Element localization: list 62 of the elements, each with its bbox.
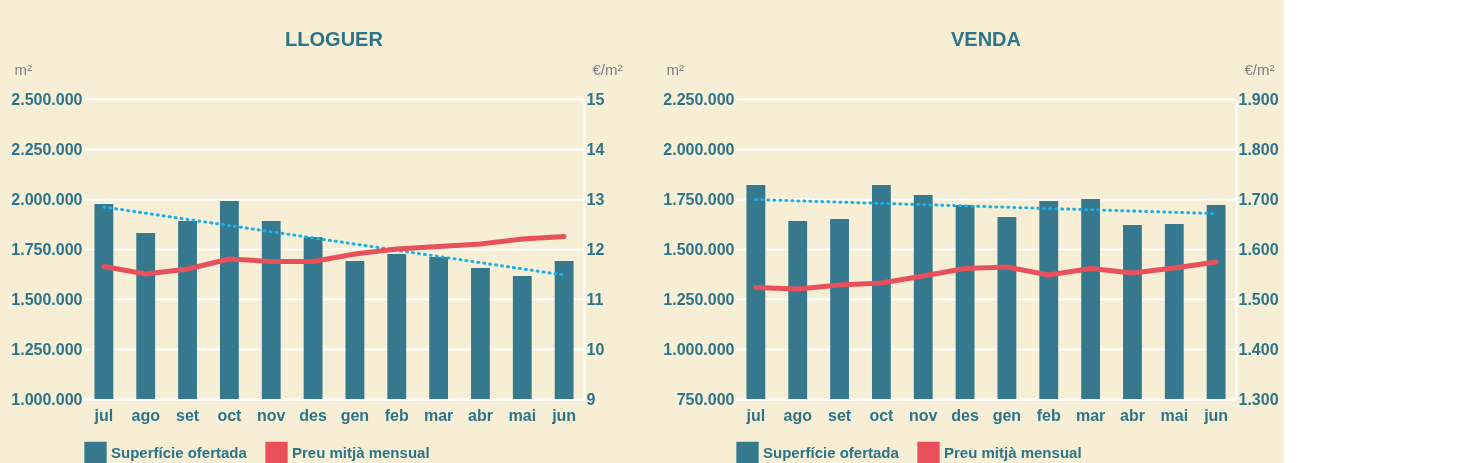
y2-tick-label: 14 — [586, 140, 605, 158]
y-tick-label: 1.250.000 — [663, 290, 735, 308]
y2-tick-label: 11 — [586, 290, 604, 308]
x-tick-label: abr — [467, 406, 493, 424]
chart-title: LLOGUER — [285, 28, 384, 50]
y2-tick-label: 15 — [586, 90, 605, 108]
x-tick-label: gen — [992, 406, 1022, 424]
y2-axis-title: €/m² — [1244, 60, 1275, 78]
y2-axis-title: €/m² — [592, 60, 623, 78]
x-tick-label: abr — [1119, 406, 1145, 424]
y-tick-label: 1.250.000 — [11, 340, 83, 358]
y-tick-label: 2.250.000 — [663, 90, 735, 108]
x-tick-label: ago — [131, 406, 161, 424]
x-tick-label: nov — [909, 406, 938, 424]
y2-tick-label: 1.900 — [1238, 90, 1279, 108]
y2-tick-label: 9 — [586, 390, 596, 408]
x-tick-label: des — [951, 406, 979, 424]
x-tick-label: mar — [423, 406, 454, 424]
y-tick-label: 1.500.000 — [663, 240, 735, 258]
y-tick-label: 1.500.000 — [11, 290, 83, 308]
x-tick-label: jul — [745, 406, 766, 424]
y2-tick-label: 1.300 — [1238, 390, 1279, 408]
y-tick-label: 1.750.000 — [11, 240, 83, 258]
legend-label: Superfície ofertada — [763, 443, 900, 461]
x-tick-label: mai — [508, 406, 537, 424]
x-tick-label: gen — [340, 406, 370, 424]
y-axis-title: m² — [666, 60, 684, 78]
x-tick-label: des — [299, 406, 327, 424]
y-tick-label: 2.250.000 — [11, 140, 83, 158]
x-tick-label: mai — [1160, 406, 1189, 424]
y-tick-label: 2.000.000 — [663, 140, 735, 158]
y2-tick-label: 13 — [586, 190, 605, 208]
y-tick-label: 2.500.000 — [11, 90, 83, 108]
x-tick-label: nov — [257, 406, 286, 424]
x-tick-label: feb — [384, 406, 409, 424]
legend-label: Preu mitjà mensual — [292, 443, 430, 461]
x-tick-label: jul — [93, 406, 114, 424]
y-axis-title: m² — [14, 60, 32, 78]
x-tick-label: oct — [869, 406, 895, 424]
y2-tick-label: 1.600 — [1238, 240, 1279, 258]
y2-tick-label: 1.800 — [1238, 140, 1279, 158]
y-tick-label: 750.000 — [676, 390, 735, 408]
chart-title: VENDA — [950, 28, 1022, 50]
y2-tick-label: 12 — [586, 240, 605, 258]
y-tick-label: 1.750.000 — [663, 190, 735, 208]
legend-label: Preu mitjà mensual — [944, 443, 1082, 461]
y2-tick-label: 1.400 — [1238, 340, 1279, 358]
x-tick-label: oct — [217, 406, 243, 424]
x-tick-label: feb — [1036, 406, 1061, 424]
y-tick-label: 1.000.000 — [11, 390, 83, 408]
x-tick-label: set — [175, 406, 200, 424]
x-tick-label: jun — [551, 406, 577, 424]
y2-tick-label: 1.700 — [1238, 190, 1279, 208]
y2-tick-label: 10 — [586, 340, 605, 358]
legend-label: Superfície ofertada — [111, 443, 248, 461]
x-tick-label: ago — [783, 406, 813, 424]
y-tick-label: 2.000.000 — [11, 190, 83, 208]
y2-tick-label: 1.500 — [1238, 290, 1279, 308]
x-tick-label: jun — [1203, 406, 1229, 424]
x-tick-label: mar — [1075, 406, 1106, 424]
x-tick-label: set — [827, 406, 852, 424]
y-tick-label: 1.000.000 — [663, 340, 735, 358]
